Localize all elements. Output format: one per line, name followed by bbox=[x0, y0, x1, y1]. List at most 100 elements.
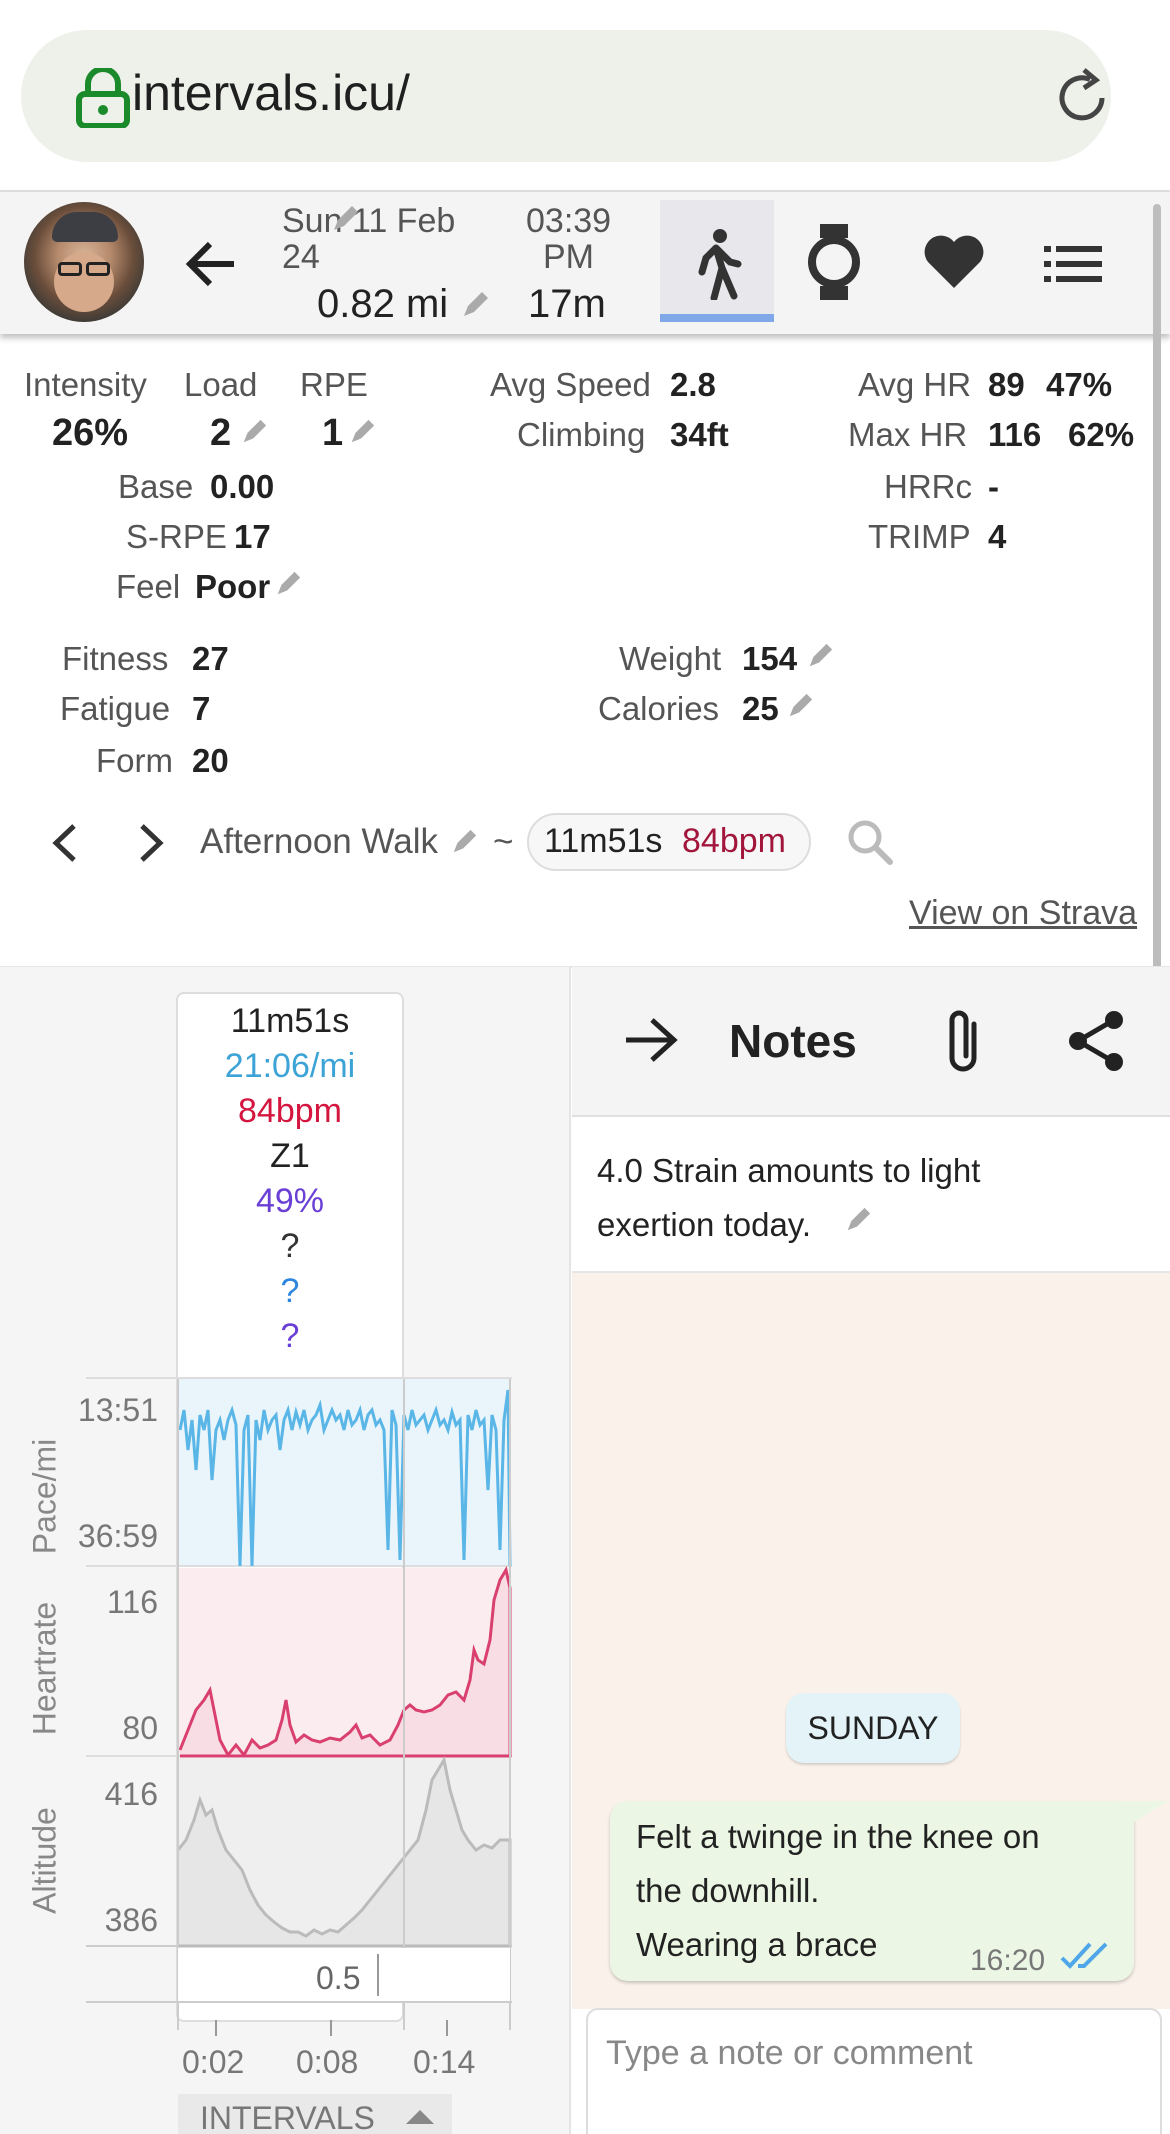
activity-name[interactable]: Afternoon Walk bbox=[200, 822, 438, 861]
avg-hr-percent: 47% bbox=[1046, 366, 1113, 403]
feel-value: Poor bbox=[195, 568, 271, 605]
form-label: Form bbox=[96, 742, 173, 779]
watch-icon[interactable] bbox=[806, 222, 862, 302]
comment-input[interactable]: Type a note or comment bbox=[606, 2034, 973, 2072]
interval-marker: 0.5 bbox=[316, 1960, 361, 1996]
edit-feel-pencil-icon[interactable] bbox=[274, 570, 302, 598]
intensity-label: Intensity bbox=[24, 366, 147, 403]
message-line-3: Wearing a brace bbox=[636, 1926, 878, 1963]
fitness-label: Fitness bbox=[62, 640, 169, 677]
form-value: 20 bbox=[192, 742, 229, 779]
forward-arrow-icon[interactable] bbox=[622, 1014, 680, 1066]
climbing-value: 34ft bbox=[670, 416, 729, 453]
prev-activity-chevron-icon[interactable] bbox=[50, 822, 80, 864]
message-time: 16:20 bbox=[970, 1944, 1046, 1977]
tooltip-unknown-1: ? bbox=[280, 1227, 300, 1265]
edit-weight-pencil-icon[interactable] bbox=[806, 642, 834, 670]
message-bubble[interactable] bbox=[610, 1801, 1134, 1981]
message-text: Felt a twinge in the knee on the downhil… bbox=[636, 1810, 1106, 1972]
tooltip-percent: 49% bbox=[255, 1182, 325, 1220]
altitude-series bbox=[176, 1755, 512, 1948]
intervals-tab[interactable] bbox=[178, 2094, 452, 2134]
max-hr-label: Max HR bbox=[848, 416, 968, 453]
calories-label: Calories bbox=[598, 690, 720, 727]
edit-rpe-pencil-icon[interactable] bbox=[348, 418, 376, 446]
pace-axis-label: Pace/mi bbox=[26, 1438, 63, 1555]
avg-hr-value: 89 bbox=[988, 366, 1025, 403]
edit-distance-pencil-icon[interactable] bbox=[460, 290, 490, 320]
back-arrow-icon[interactable] bbox=[184, 236, 240, 292]
activity-charts[interactable] bbox=[0, 1370, 570, 2070]
calories-value: 25 bbox=[742, 690, 779, 727]
edit-load-pencil-icon[interactable] bbox=[240, 418, 268, 446]
message-line-1: Felt a twinge in the knee on bbox=[636, 1818, 1040, 1855]
pill-hr: 84bpm bbox=[682, 822, 786, 860]
tooltip-unknown-2: ? bbox=[280, 1272, 300, 1310]
feel-label: Feel bbox=[116, 568, 181, 605]
edit-name-pencil-icon[interactable] bbox=[450, 828, 478, 856]
weight-label: Weight bbox=[619, 640, 722, 677]
climbing-label: Climbing bbox=[517, 416, 646, 453]
hr-axis-bottom: 80 bbox=[122, 1710, 158, 1746]
comment-input-box[interactable] bbox=[586, 2008, 1162, 2134]
search-icon[interactable] bbox=[846, 818, 894, 866]
x-tick-3: 0:14 bbox=[413, 2044, 476, 2080]
notes-title: Notes bbox=[729, 1015, 857, 1067]
tooltip-zone: Z1 bbox=[270, 1137, 310, 1175]
expand-up-icon bbox=[406, 2110, 434, 2124]
intensity-value: 26% bbox=[52, 412, 129, 454]
hr-axis-top: 116 bbox=[106, 1584, 158, 1620]
activity-date[interactable]: Sun 11 Feb bbox=[282, 202, 456, 240]
share-icon[interactable] bbox=[1066, 1010, 1126, 1072]
edit-date-pencil-icon[interactable] bbox=[330, 204, 360, 234]
load-value: 2 bbox=[210, 412, 232, 454]
walking-icon[interactable] bbox=[690, 228, 744, 300]
x-tick-2: 0:08 bbox=[296, 2044, 359, 2080]
message-line-2: the downhill. bbox=[636, 1872, 820, 1909]
tooltip-pace: 21:06/mi bbox=[224, 1047, 356, 1085]
activity-time-ampm: PM bbox=[543, 238, 594, 276]
notes-summary-text[interactable]: 4.0 Strain amounts to light exertion tod… bbox=[597, 1152, 981, 1243]
tooltip-unknown-3: ? bbox=[280, 1317, 300, 1355]
double-check-icon bbox=[1060, 1942, 1108, 1969]
max-hr-value: 116 bbox=[988, 416, 1042, 453]
x-tick-1: 0:02 bbox=[182, 2044, 245, 2080]
attachment-icon[interactable] bbox=[940, 1006, 986, 1080]
edit-calories-pencil-icon[interactable] bbox=[786, 692, 814, 720]
avg-hr-label: Avg HR bbox=[858, 366, 972, 403]
avatar[interactable] bbox=[24, 202, 144, 322]
active-tab-indicator bbox=[660, 314, 774, 322]
hrrc-label: HRRc bbox=[884, 468, 972, 505]
pill-time: 11m51s bbox=[544, 822, 663, 860]
heart-icon[interactable] bbox=[922, 232, 986, 290]
fitness-value: 27 bbox=[192, 640, 229, 677]
rpe-value: 1 bbox=[322, 412, 344, 454]
view-on-strava-link[interactable]: View on Strava bbox=[909, 894, 1138, 932]
srpe-value: 17 bbox=[234, 518, 271, 555]
pace-axis-top: 13:51 bbox=[77, 1392, 158, 1428]
activity-duration: 17m bbox=[528, 282, 606, 326]
max-hr-percent: 62% bbox=[1068, 416, 1135, 453]
avg-speed-value: 2.8 bbox=[670, 366, 716, 403]
trimp-value: 4 bbox=[988, 518, 1007, 555]
activity-distance: 0.82 mi bbox=[317, 282, 449, 326]
reload-icon[interactable] bbox=[1050, 66, 1114, 130]
tilde-separator: ~ bbox=[493, 822, 514, 861]
fatigue-value: 7 bbox=[192, 690, 211, 727]
page-scrollbar[interactable] bbox=[1153, 204, 1161, 1534]
url-text: intervals.icu/ bbox=[132, 65, 410, 121]
address-bar[interactable] bbox=[21, 30, 1111, 162]
load-label: Load bbox=[184, 366, 258, 403]
fatigue-label: Fatigue bbox=[60, 690, 171, 727]
day-chip: SUNDAY bbox=[786, 1693, 960, 1763]
alt-axis-bottom: 386 bbox=[104, 1902, 158, 1938]
list-icon[interactable] bbox=[1044, 244, 1102, 284]
lock-icon bbox=[76, 68, 130, 128]
next-activity-chevron-icon[interactable] bbox=[136, 822, 166, 864]
alt-axis-top: 416 bbox=[104, 1776, 158, 1812]
pace-axis-bottom: 36:59 bbox=[77, 1518, 158, 1554]
tooltip-duration: 11m51s bbox=[230, 1002, 350, 1040]
edit-notes-pencil-icon[interactable] bbox=[844, 1206, 872, 1234]
bubble-tail bbox=[1120, 1801, 1168, 1831]
interval-pill[interactable] bbox=[527, 813, 811, 871]
